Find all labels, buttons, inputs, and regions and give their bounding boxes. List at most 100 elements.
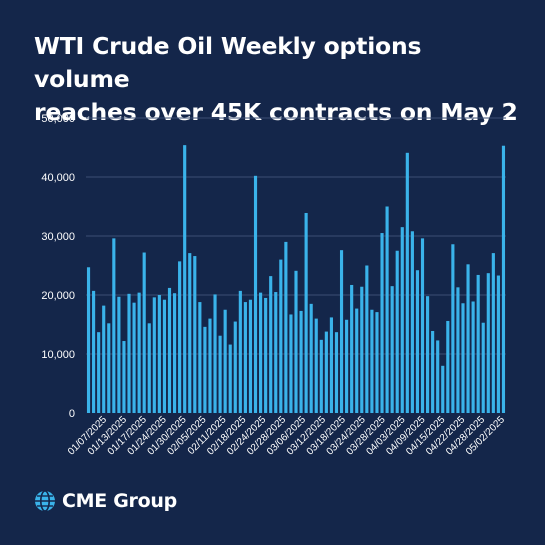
bar [431, 330, 435, 413]
bar [198, 302, 202, 413]
bar [243, 302, 247, 413]
bar [415, 270, 420, 413]
x-axis-tick-labels: 01/07/202501/13/202501/17/202501/24/2025… [66, 414, 507, 457]
bar [142, 252, 146, 413]
bar [299, 310, 303, 413]
bar [405, 152, 409, 413]
bar [147, 323, 151, 413]
bar [183, 145, 187, 413]
bar [92, 290, 96, 413]
bar [127, 293, 131, 413]
bar [481, 322, 485, 413]
bar [264, 297, 268, 413]
bar [496, 275, 500, 413]
bar [178, 261, 182, 413]
chart-title: WTI Crude Oil Weekly options volume reac… [34, 30, 524, 129]
bar [400, 227, 404, 413]
y-tick-label: 30,000 [41, 231, 75, 243]
bar [228, 344, 232, 413]
bar [107, 323, 111, 413]
bar [274, 292, 278, 413]
bar [289, 314, 293, 413]
bar [122, 341, 126, 413]
bar [132, 302, 136, 413]
bar [319, 339, 323, 413]
bar [375, 312, 379, 413]
bar [441, 365, 445, 413]
bar [309, 303, 313, 413]
y-tick-label: 0 [69, 408, 75, 420]
bar [218, 335, 222, 413]
bar [213, 294, 217, 413]
bar [259, 292, 263, 413]
bar [152, 297, 156, 413]
brand-name: CME Group [62, 490, 177, 512]
bar [461, 303, 465, 413]
bar [324, 331, 328, 413]
bar [102, 305, 106, 413]
bar [86, 267, 91, 413]
bar [466, 264, 470, 413]
bar [370, 309, 374, 413]
bar [137, 292, 141, 413]
bar [208, 318, 212, 413]
bar [486, 273, 490, 413]
y-tick-label: 10,000 [41, 349, 75, 361]
bar [203, 326, 207, 413]
bar [279, 259, 283, 413]
bar [304, 212, 308, 413]
bar [314, 318, 318, 413]
bar [491, 253, 495, 413]
bar [294, 270, 298, 413]
y-tick-label: 20,000 [41, 290, 75, 302]
bar [97, 332, 101, 413]
bar [334, 332, 339, 413]
globe-icon [35, 490, 55, 512]
bar [193, 256, 197, 413]
y-tick-label: 50,000 [41, 113, 75, 125]
bar [390, 286, 394, 413]
y-tick-label: 40,000 [41, 172, 75, 184]
title-line-1: WTI Crude Oil Weekly options volume [34, 32, 422, 93]
bar [380, 233, 384, 413]
bar [471, 301, 475, 413]
cme-group-logo: CME Group [34, 488, 177, 514]
gridlines [86, 117, 506, 355]
bar [456, 287, 460, 413]
bar [172, 293, 177, 413]
bar [395, 250, 399, 413]
bar [410, 231, 414, 413]
bar [339, 250, 344, 413]
bar [167, 287, 172, 413]
bar [188, 253, 192, 413]
bar [117, 296, 121, 413]
bar [385, 206, 389, 413]
bar [420, 238, 425, 413]
bar [355, 308, 359, 413]
bar [253, 175, 258, 413]
title-line-2: reaches over 45K contracts on May 2 [34, 98, 518, 126]
bar [223, 309, 227, 413]
bar [501, 145, 506, 414]
bars [86, 145, 506, 414]
bar [446, 320, 450, 413]
y-axis-tick-labels: 0 10,000 20,000 30,000 40,000 50,000 [41, 113, 75, 420]
bar [284, 241, 288, 413]
bar [476, 274, 480, 413]
bar [329, 317, 333, 413]
bar [345, 319, 349, 413]
bar [365, 265, 369, 413]
bar [238, 290, 242, 413]
bar [360, 286, 364, 413]
bar [436, 340, 440, 413]
bar [350, 284, 354, 413]
bar [233, 321, 237, 413]
bar [248, 299, 253, 413]
bar [162, 299, 167, 413]
bar [451, 244, 455, 413]
bar [269, 276, 273, 413]
bar [112, 238, 116, 413]
bar [157, 295, 161, 413]
